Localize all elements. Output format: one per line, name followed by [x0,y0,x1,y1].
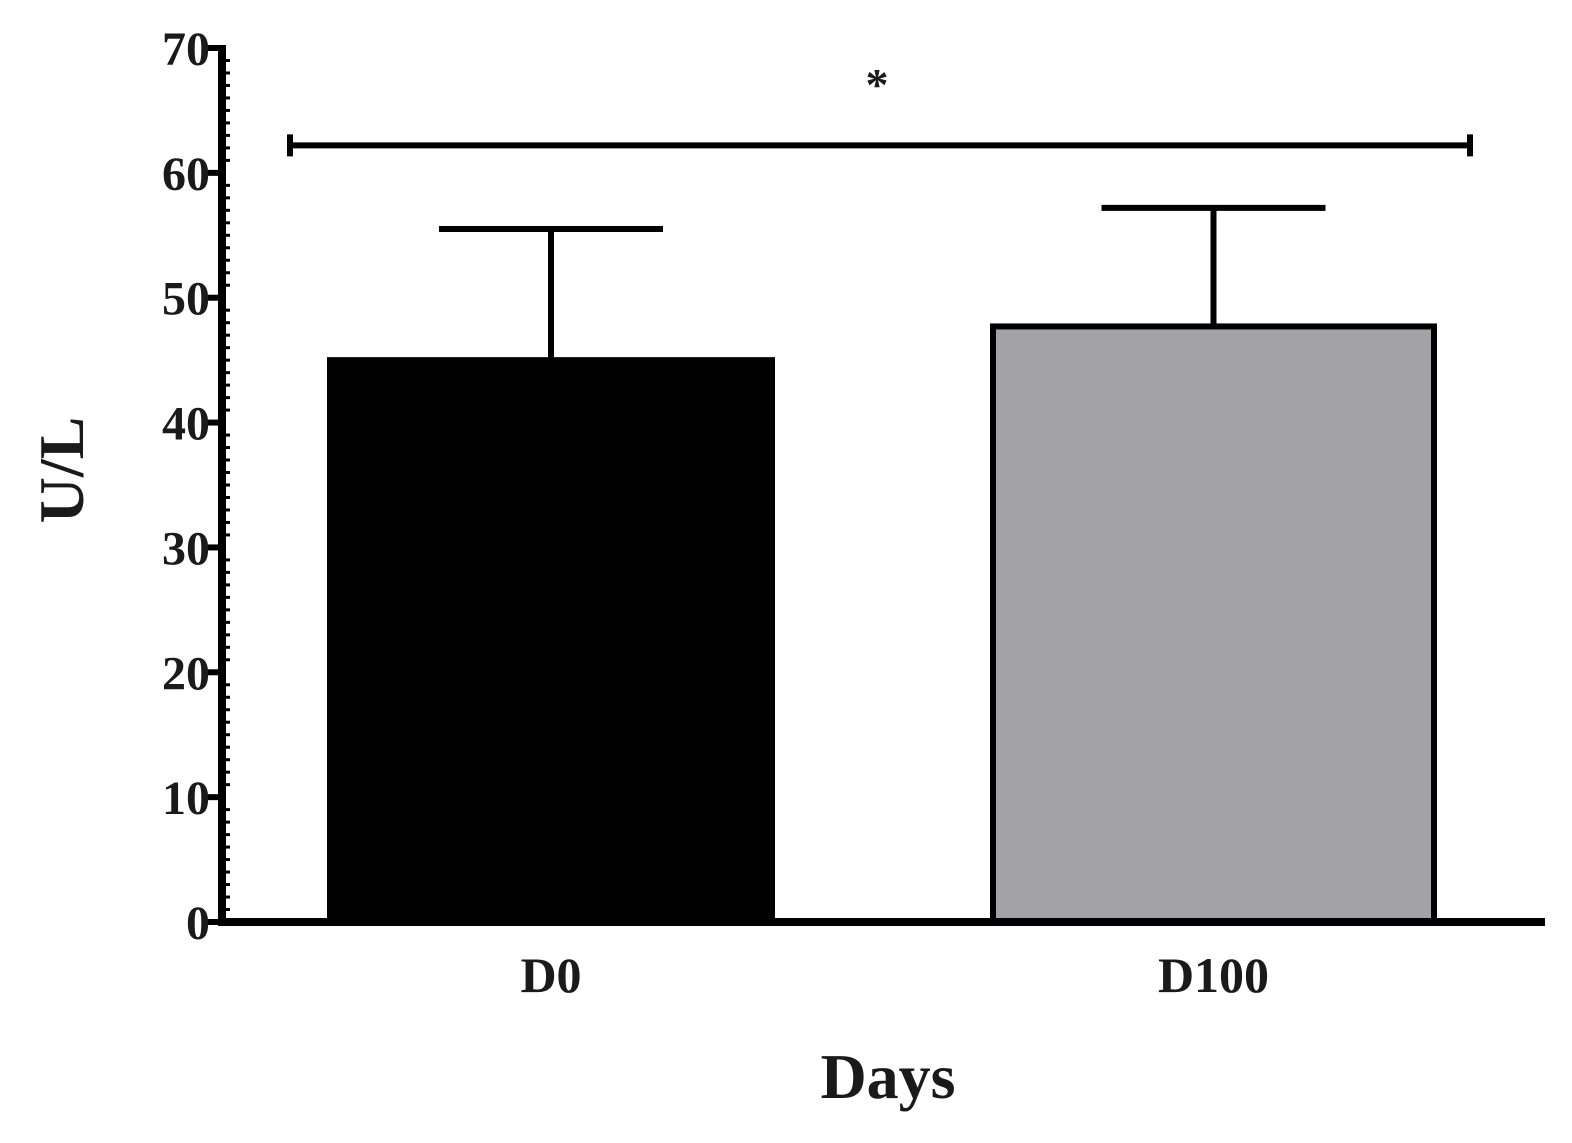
x-axis-title: Days [820,1041,955,1112]
significance-label: * [866,59,889,110]
y-tick-label-50: 50 [162,273,210,326]
y-axis-title: U/L [26,417,97,524]
x-tick-label-d100: D100 [1158,947,1269,1003]
x-tick-label-d0: D0 [520,947,581,1003]
plot-area: D0 D100 0 10 20 30 40 50 60 70 * [162,23,1545,1003]
bar-d100 [990,323,1437,925]
y-tick-label-40: 40 [162,398,210,451]
y-tick-label-30: 30 [162,522,210,575]
bar-d0 [327,357,775,925]
y-tick-label-10: 10 [162,772,210,825]
y-tick-label-70: 70 [162,23,210,76]
y-tick-label-20: 20 [162,647,210,700]
y-tick-label-60: 60 [162,148,210,201]
y-tick-label-0: 0 [186,897,210,950]
